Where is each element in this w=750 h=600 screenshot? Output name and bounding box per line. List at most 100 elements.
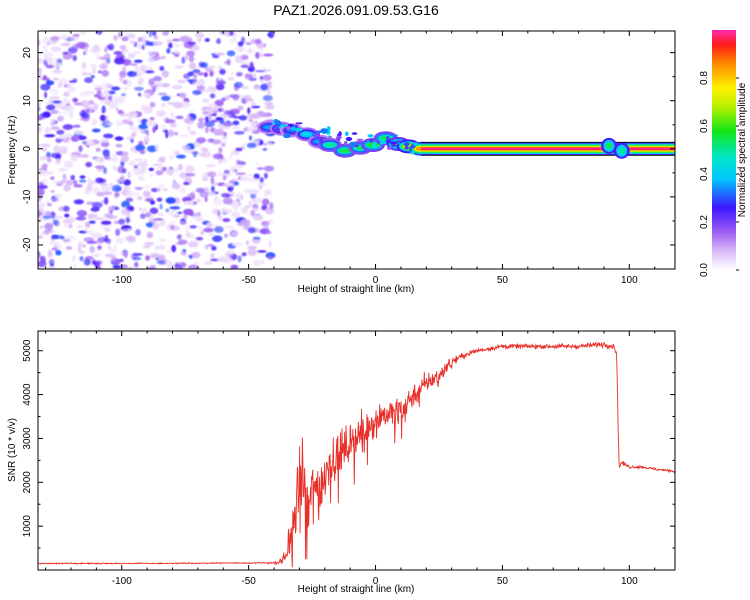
noise-speckle	[252, 214, 264, 221]
noise-speckle	[84, 221, 91, 228]
colorbar-label: Normalized spectral amplitude	[737, 82, 748, 217]
ridge-wisp	[314, 132, 319, 138]
y-tick-label: 3000	[22, 427, 33, 450]
noise-speckle	[145, 222, 155, 228]
ridge-wisp	[367, 134, 374, 138]
noise-speckle	[185, 53, 189, 61]
noise-speckle	[173, 43, 182, 48]
noise-speckle	[222, 121, 234, 127]
noise-speckle	[69, 36, 79, 41]
ridge-wisp	[271, 122, 276, 125]
noise-speckle	[247, 126, 256, 133]
noise-speckle	[195, 187, 206, 193]
ridge-wisp	[378, 138, 385, 142]
noise-speckle	[62, 133, 67, 140]
noise-speckle	[123, 179, 131, 186]
noise-speckle	[185, 165, 195, 173]
noise-speckle	[100, 141, 110, 148]
noise-speckle	[230, 184, 236, 188]
noise-speckle	[264, 230, 272, 235]
noise-speckle	[63, 205, 70, 212]
noise-speckle	[54, 194, 62, 198]
noise-speckle	[220, 108, 224, 111]
noise-speckle	[200, 231, 204, 235]
noise-speckle	[221, 207, 228, 213]
colorbar-tick-label: 0.4	[699, 167, 710, 181]
ridge-wisp	[348, 141, 357, 147]
noise-speckle	[182, 249, 187, 252]
noise-speckle	[57, 63, 64, 67]
noise-speckle	[156, 109, 165, 117]
noise-speckle	[72, 97, 79, 103]
noise-speckle	[107, 46, 113, 50]
ridge-wisp	[318, 138, 324, 144]
noise-speckle	[159, 238, 167, 242]
noise-speckle	[156, 260, 166, 265]
noise-speckle	[160, 55, 167, 60]
noise-speckle	[226, 50, 236, 57]
noise-speckle	[45, 64, 54, 69]
noise-speckle	[62, 139, 70, 143]
noise-speckle	[153, 218, 164, 221]
noise-speckle	[258, 48, 264, 54]
noise-speckle	[261, 220, 270, 227]
noise-speckle	[50, 36, 60, 42]
noise-speckle	[108, 90, 116, 95]
ridge-wisp	[404, 146, 409, 150]
noise-speckle	[38, 235, 43, 239]
noise-speckle	[46, 170, 55, 174]
noise-speckle	[208, 107, 216, 115]
noise-speckle	[68, 111, 74, 119]
noise-speckle	[246, 142, 257, 149]
noise-speckle	[94, 165, 106, 170]
noise-speckle	[81, 72, 88, 76]
noise-speckle	[149, 207, 159, 215]
noise-speckle	[89, 107, 93, 114]
noise-speckle	[178, 265, 183, 269]
snr-xlabel: Height of straight line (km)	[298, 584, 415, 595]
noise-speckle	[250, 38, 257, 45]
noise-speckle	[177, 211, 183, 215]
noise-speckle	[179, 134, 189, 138]
colorbar-gradient	[712, 30, 736, 270]
noise-speckle	[161, 103, 166, 107]
noise-speckle	[62, 239, 71, 243]
noise-speckle	[197, 72, 205, 76]
noise-speckle	[42, 163, 48, 169]
snr-frame	[37, 330, 676, 571]
noise-speckle	[206, 222, 213, 228]
noise-speckle	[149, 264, 157, 268]
noise-speckle	[110, 254, 117, 262]
noise-speckle	[251, 105, 261, 109]
colorbar: 0.0 0.2 0.4 0.6 0.8 Normalized spectral ampl…	[699, 30, 748, 277]
noise-speckle	[76, 224, 83, 229]
noise-speckle	[38, 204, 44, 211]
noise-speckle	[134, 158, 144, 162]
noise-speckle	[140, 64, 147, 72]
noise-speckle	[166, 249, 171, 254]
noise-speckle	[121, 93, 126, 97]
noise-speckle	[233, 206, 238, 211]
noise-speckle	[145, 70, 155, 74]
noise-speckle	[38, 184, 48, 190]
noise-speckle	[110, 101, 119, 107]
noise-speckle	[122, 186, 131, 191]
noise-speckle	[201, 150, 212, 158]
noise-speckle	[52, 69, 62, 74]
ridge-blob	[339, 148, 351, 153]
noise-speckle	[248, 135, 253, 141]
noise-speckle	[126, 206, 133, 211]
noise-speckle	[188, 62, 197, 70]
noise-speckle	[121, 119, 131, 124]
noise-speckle	[250, 101, 256, 107]
noise-speckle	[232, 242, 243, 246]
noise-speckle	[170, 111, 175, 118]
x-tick-label: 100	[621, 576, 638, 587]
noise-speckle	[211, 208, 220, 215]
noise-speckle	[196, 85, 205, 91]
noise-speckle	[179, 35, 191, 43]
noise-speckle	[107, 245, 112, 250]
noise-speckle	[155, 123, 158, 131]
noise-speckle	[57, 81, 63, 89]
noise-speckle	[216, 38, 221, 45]
